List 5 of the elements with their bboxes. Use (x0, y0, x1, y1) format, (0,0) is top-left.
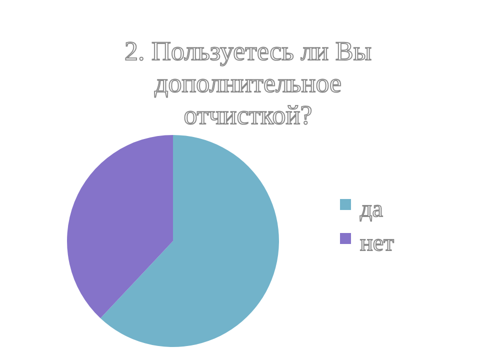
chart-title: 2. Пользуетесь ли Вы дополнительное отчисткой? (124, 36, 372, 130)
legend-label: да (360, 196, 384, 223)
legend-label: нет (360, 230, 394, 257)
pie-slice (100, 135, 279, 347)
pie-slice (67, 135, 173, 318)
